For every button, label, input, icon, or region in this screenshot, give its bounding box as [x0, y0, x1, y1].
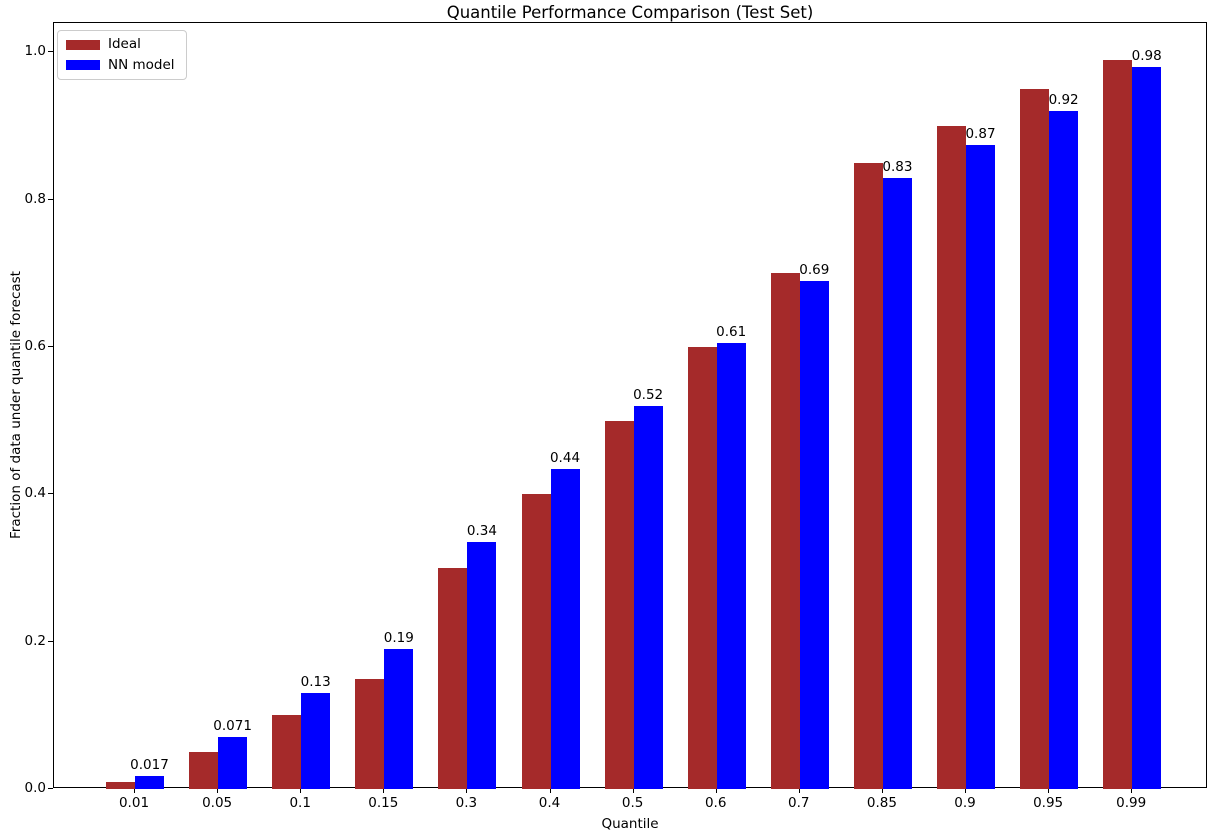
bar-ideal — [521, 494, 551, 789]
bar-ideal — [106, 781, 135, 789]
x-tick-label: 0.5 — [621, 795, 644, 811]
x-tick-mark — [965, 789, 966, 793]
x-tick-mark — [383, 789, 385, 793]
bar-ideal — [853, 162, 883, 789]
y-tick-label: 0.0 — [24, 780, 46, 796]
bar-nn-model — [799, 280, 829, 789]
bar-ideal — [1103, 59, 1133, 789]
y-tick-mark — [48, 640, 53, 642]
y-tick-label: 0.2 — [24, 632, 46, 649]
bar-value-label: 0.34 — [466, 523, 497, 540]
bar-nn-model — [135, 776, 164, 789]
bar-ideal — [604, 420, 634, 789]
y-tick-mark — [48, 788, 53, 789]
bar-nn-model — [550, 468, 580, 789]
bar-ideal — [355, 678, 385, 789]
bar-nn-model — [1049, 111, 1079, 789]
bar-value-label: 0.13 — [300, 674, 331, 691]
bar-value-label: 0.87 — [965, 125, 996, 142]
bar-value-label: 0.19 — [383, 630, 414, 647]
x-tick-label: 0.1 — [289, 795, 311, 811]
y-tick-mark — [48, 51, 53, 53]
x-tick-label: 0.95 — [1033, 795, 1064, 811]
bar-ideal — [438, 568, 468, 789]
x-tick-label: 0.85 — [866, 795, 897, 811]
legend: Ideal NN model — [57, 30, 187, 81]
bar-nn-model — [384, 649, 414, 789]
x-axis-label: Quantile — [601, 816, 659, 832]
y-tick-label: 0.6 — [24, 338, 46, 355]
bar-ideal — [1020, 89, 1050, 789]
bar-ideal — [272, 715, 302, 789]
y-tick-mark — [48, 198, 53, 200]
x-tick-mark — [1131, 789, 1133, 793]
y-tick-label: 1.0 — [24, 43, 46, 60]
bar-nn-model — [301, 693, 331, 789]
legend-swatch-nn-model — [66, 60, 100, 71]
x-tick-label: 0.9 — [954, 795, 976, 811]
legend-swatch-ideal — [66, 39, 100, 50]
legend-label-nn-model: NN model — [108, 56, 175, 73]
bar-nn-model — [882, 177, 912, 789]
bar-ideal — [189, 752, 219, 789]
y-tick-label: 0.4 — [24, 485, 46, 502]
y-tick-label: 0.8 — [24, 190, 46, 207]
legend-item-ideal: Ideal — [66, 36, 175, 53]
bar-ideal — [687, 347, 717, 789]
x-tick-mark — [466, 789, 468, 793]
bar-ideal — [937, 126, 966, 789]
x-tick-label: 0.3 — [455, 795, 478, 811]
chart-title: Quantile Performance Comparison (Test Se… — [446, 3, 814, 22]
x-tick-mark — [1048, 789, 1050, 793]
bar-value-label: 0.69 — [799, 261, 830, 278]
bar-value-label: 0.92 — [1048, 92, 1079, 109]
bar-value-label: 0.071 — [213, 717, 252, 734]
x-tick-mark — [549, 789, 551, 793]
bar-value-label: 0.61 — [716, 324, 747, 341]
x-tick-mark — [632, 789, 634, 793]
y-tick-mark — [48, 346, 53, 348]
x-tick-label: 0.01 — [118, 795, 150, 811]
x-tick-label: 0.4 — [538, 795, 561, 811]
x-tick-mark — [300, 789, 302, 793]
legend-item-nn-model: NN model — [66, 56, 175, 74]
bar-value-label: 0.44 — [549, 449, 581, 466]
bar-nn-model — [218, 736, 248, 789]
legend-label-ideal: Ideal — [108, 36, 141, 52]
y-tick-mark — [48, 493, 53, 495]
x-tick-mark — [217, 789, 219, 793]
x-tick-mark — [798, 789, 800, 793]
x-tick-mark — [134, 789, 135, 793]
x-tick-mark — [715, 789, 717, 793]
x-tick-label: 0.6 — [704, 795, 727, 811]
bar-nn-model — [633, 406, 663, 789]
bar-ideal — [770, 273, 800, 789]
x-tick-label: 0.99 — [1116, 795, 1147, 811]
x-tick-mark — [881, 789, 883, 793]
bar-nn-model — [966, 144, 995, 789]
bar-value-label: 0.83 — [882, 158, 913, 175]
bar-nn-model — [467, 542, 497, 789]
x-tick-label: 0.05 — [202, 795, 233, 811]
x-tick-label: 0.7 — [788, 795, 810, 811]
plot-area: 0.017 0.071 0.13 0.19 0.34 0.44 0.52 0.61 0.69 0.… — [53, 22, 1207, 789]
bar-nn-model — [1132, 67, 1162, 789]
bar-nn-model — [716, 343, 746, 789]
x-tick-label: 0.15 — [368, 795, 399, 811]
bar-value-label: 0.98 — [1131, 48, 1162, 65]
bar-value-label: 0.017 — [130, 757, 169, 774]
bar-value-label: 0.52 — [633, 387, 664, 403]
